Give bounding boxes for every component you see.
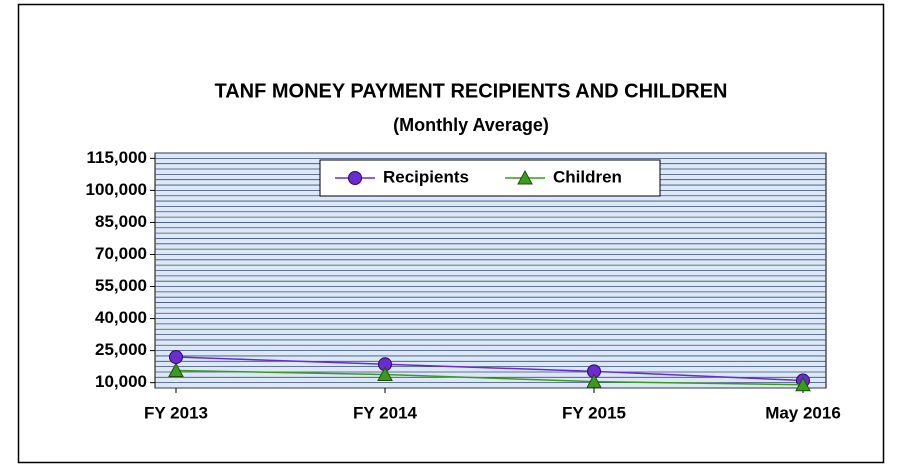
y-tick-label: 115,000 (86, 148, 147, 167)
point (586, 373, 602, 389)
grid (150, 152, 826, 393)
legend-label: Recipients (383, 167, 469, 186)
y-tick-label: 25,000 (95, 340, 147, 359)
marks (168, 350, 811, 392)
legend-box (319, 159, 661, 197)
y-tick-label: 70,000 (95, 244, 147, 263)
y-tick-label: 40,000 (95, 308, 147, 327)
x-tick-label: FY 2015 (562, 403, 626, 422)
point (795, 376, 811, 392)
point (377, 366, 393, 382)
series-line (175, 356, 804, 382)
chart-subtitle: (Monthly Average) (393, 115, 549, 135)
y-tick-label: 55,000 (95, 276, 147, 295)
x-tick-label: FY 2013 (144, 403, 208, 422)
point (168, 362, 184, 377)
x-tick-label: FY 2014 (353, 403, 418, 422)
x-tick-label: May 2016 (765, 403, 841, 422)
point (169, 350, 183, 365)
legend: Recipients Children (319, 159, 661, 197)
series-line (175, 369, 804, 386)
y-tick-label: 10,000 (95, 372, 147, 391)
legend-marker (517, 169, 533, 185)
chart-title: TANF MONEY PAYMENT RECIPIENTS AND CHILDR… (215, 80, 728, 102)
legend-marker (348, 171, 362, 185)
y-tick-label: 85,000 (95, 212, 147, 231)
y-tick-label: 100,000 (86, 180, 147, 199)
legend-label: Children (553, 167, 622, 186)
